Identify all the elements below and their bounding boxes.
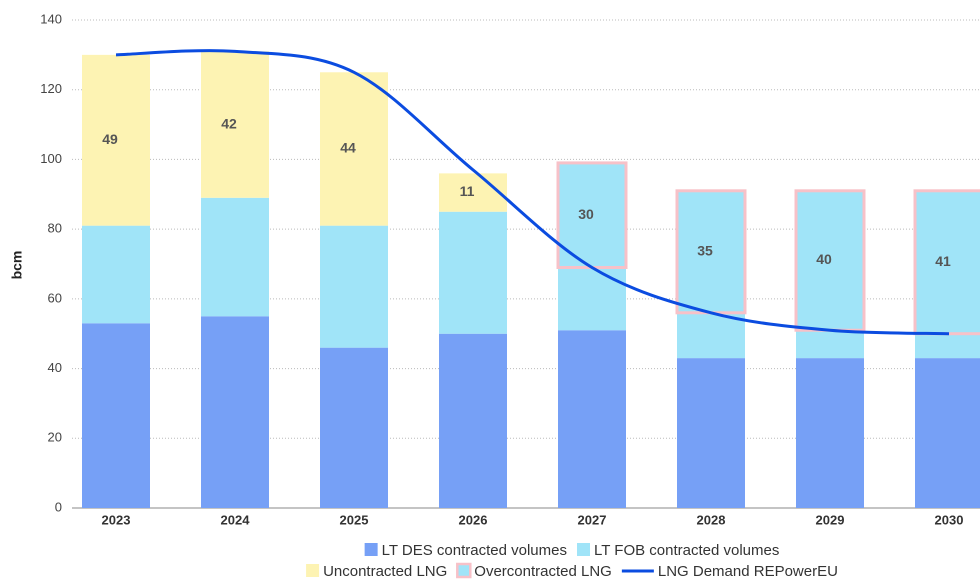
bar-segment <box>796 330 864 359</box>
legend-label: Uncontracted LNG <box>323 563 447 580</box>
bar-segment <box>675 189 747 315</box>
bar-segment <box>320 225 388 348</box>
y-axis-label: bcm <box>9 251 25 280</box>
y-tick-label: 140 <box>40 11 62 26</box>
y-tick-label: 60 <box>48 290 62 305</box>
x-tick-label: 2024 <box>221 512 251 527</box>
bar-segment <box>201 316 269 508</box>
bar-segment <box>558 330 626 508</box>
data-label: 40 <box>816 251 832 267</box>
bar-segment <box>913 189 980 336</box>
y-tick-label: 100 <box>40 151 62 166</box>
data-label: 44 <box>340 140 356 156</box>
data-label: 49 <box>102 131 118 147</box>
bar-segment <box>320 347 388 508</box>
legend-label: LNG Demand REPowerEU <box>658 563 838 580</box>
bar-segment <box>558 267 626 331</box>
y-tick-label: 0 <box>55 499 62 514</box>
x-tick-label: 2026 <box>459 512 488 527</box>
legend-swatch <box>306 564 320 577</box>
bar-segment <box>439 173 507 212</box>
bar-segment <box>320 72 388 226</box>
y-tick-label: 80 <box>48 221 62 236</box>
x-tick-label: 2028 <box>697 512 726 527</box>
bar-segment <box>82 54 150 226</box>
legend-label: Overcontracted LNG <box>474 563 612 580</box>
bar-segment <box>915 333 980 359</box>
y-tick-label: 20 <box>48 430 62 445</box>
bar-segment <box>439 333 507 508</box>
x-tick-label: 2025 <box>340 512 369 527</box>
bar-segment <box>82 323 150 508</box>
bar-segment <box>439 211 507 334</box>
data-label: 42 <box>221 115 237 131</box>
legend-swatch <box>456 562 472 579</box>
bar-segment <box>796 358 864 508</box>
data-label: 41 <box>935 253 951 269</box>
legend-label: LT FOB contracted volumes <box>594 542 779 559</box>
x-tick-label: 2030 <box>935 512 964 527</box>
x-tick-label: 2023 <box>102 512 131 527</box>
bar-segment <box>915 358 980 508</box>
bar-segment <box>82 225 150 324</box>
legend-label: LT DES contracted volumes <box>382 542 567 559</box>
data-label: 30 <box>578 206 594 222</box>
legend-swatch <box>364 543 378 556</box>
y-tick-label: 40 <box>48 360 62 375</box>
x-tick-label: 2027 <box>578 512 607 527</box>
data-label: 35 <box>697 243 713 259</box>
y-tick-label: 120 <box>40 81 62 96</box>
data-label: 11 <box>460 183 475 199</box>
demand-line <box>115 49 950 336</box>
bar-segment <box>677 358 745 508</box>
bar-segment <box>677 312 745 359</box>
bar-segment <box>201 51 269 198</box>
x-tick-label: 2029 <box>816 512 845 527</box>
bar-segment <box>201 197 269 317</box>
legend-swatch <box>577 543 591 556</box>
